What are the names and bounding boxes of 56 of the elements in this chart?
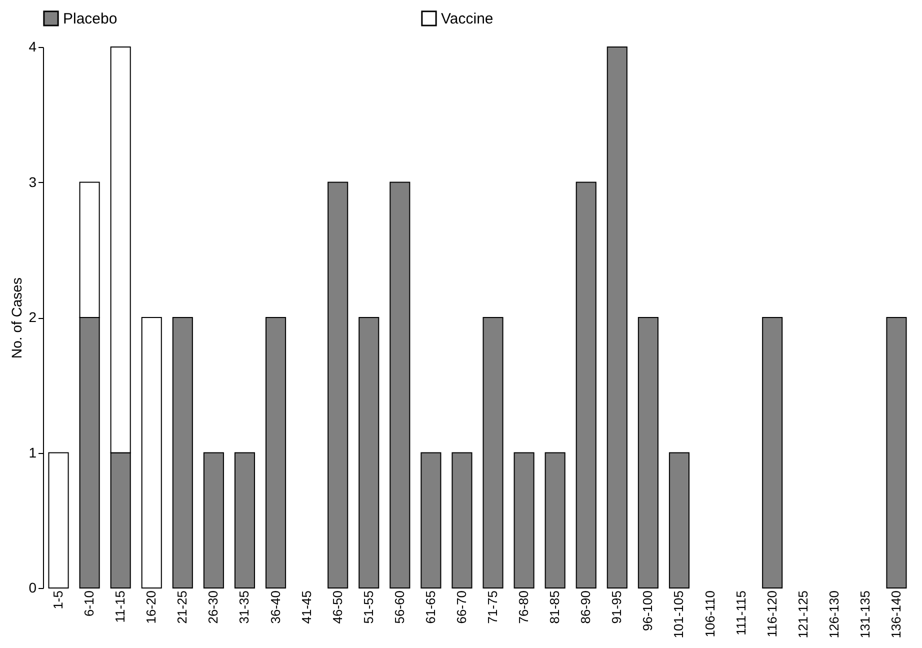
bar <box>668 452 690 588</box>
x-tick-label: 66-70 <box>454 590 469 624</box>
bar <box>638 317 658 588</box>
y-tick-label: 2 <box>28 309 37 325</box>
bar <box>48 452 69 588</box>
x-tick-label: 46-50 <box>330 590 345 624</box>
bar <box>420 452 442 588</box>
bar <box>544 452 566 588</box>
x-tick-label: 11-15 <box>112 590 128 623</box>
bar <box>482 317 504 588</box>
x-tick-label: 56-60 <box>392 590 407 624</box>
x-tick-label: 6-10 <box>82 590 97 617</box>
y-tick-label: 1 <box>28 444 37 460</box>
x-tick-label: 1-5 <box>50 590 66 610</box>
x-tick-label: 71-75 <box>485 590 500 624</box>
bar <box>234 452 256 588</box>
x-tick-label: 126-130 <box>826 590 842 638</box>
x-tick-label: 16-20 <box>144 590 159 624</box>
bar <box>203 452 224 588</box>
bar <box>358 317 380 588</box>
bar <box>390 182 410 588</box>
bar <box>514 452 534 588</box>
x-tick-label: 116-120 <box>764 590 780 638</box>
x-tick-label: 21-25 <box>174 590 190 624</box>
x-tick-label: 136-140 <box>888 590 904 638</box>
x-tick-label: 101-105 <box>671 590 686 638</box>
x-tick-label: 51-55 <box>360 590 376 624</box>
bar <box>328 182 348 588</box>
x-tick-label: 41-45 <box>298 590 314 624</box>
bar <box>452 452 472 588</box>
x-tick-label: 81-85 <box>547 590 562 624</box>
x-tick-label: 36-40 <box>268 590 283 624</box>
bar <box>606 46 628 588</box>
y-tick-label: 3 <box>28 174 37 190</box>
y-tick-label: 0 <box>28 580 37 596</box>
x-tick-label: 111-115 <box>733 590 748 636</box>
y-axis-title: No. of Cases <box>8 278 25 358</box>
bar <box>265 317 286 588</box>
x-tick-label: 106-110 <box>702 590 718 638</box>
x-tick-label: 91-95 <box>609 590 624 624</box>
bar <box>762 317 783 588</box>
bar <box>141 317 162 588</box>
x-tick-label: 131-135 <box>857 590 872 638</box>
bar <box>172 317 193 588</box>
bar <box>886 317 907 588</box>
x-tick-label: 96-100 <box>640 590 656 631</box>
y-tick-label: 4 <box>28 38 37 54</box>
x-tick-label: 76-80 <box>516 590 532 624</box>
x-tick-label: 31-35 <box>236 590 252 624</box>
legend-label: Placebo <box>63 10 118 28</box>
x-tick-label: 61-65 <box>422 590 438 624</box>
x-tick-label: 86-90 <box>578 590 594 624</box>
x-tick-label: 121-125 <box>795 590 810 638</box>
legend-label: Vaccine <box>441 10 494 28</box>
x-tick-label: 26-30 <box>206 590 221 624</box>
bar <box>576 182 596 588</box>
